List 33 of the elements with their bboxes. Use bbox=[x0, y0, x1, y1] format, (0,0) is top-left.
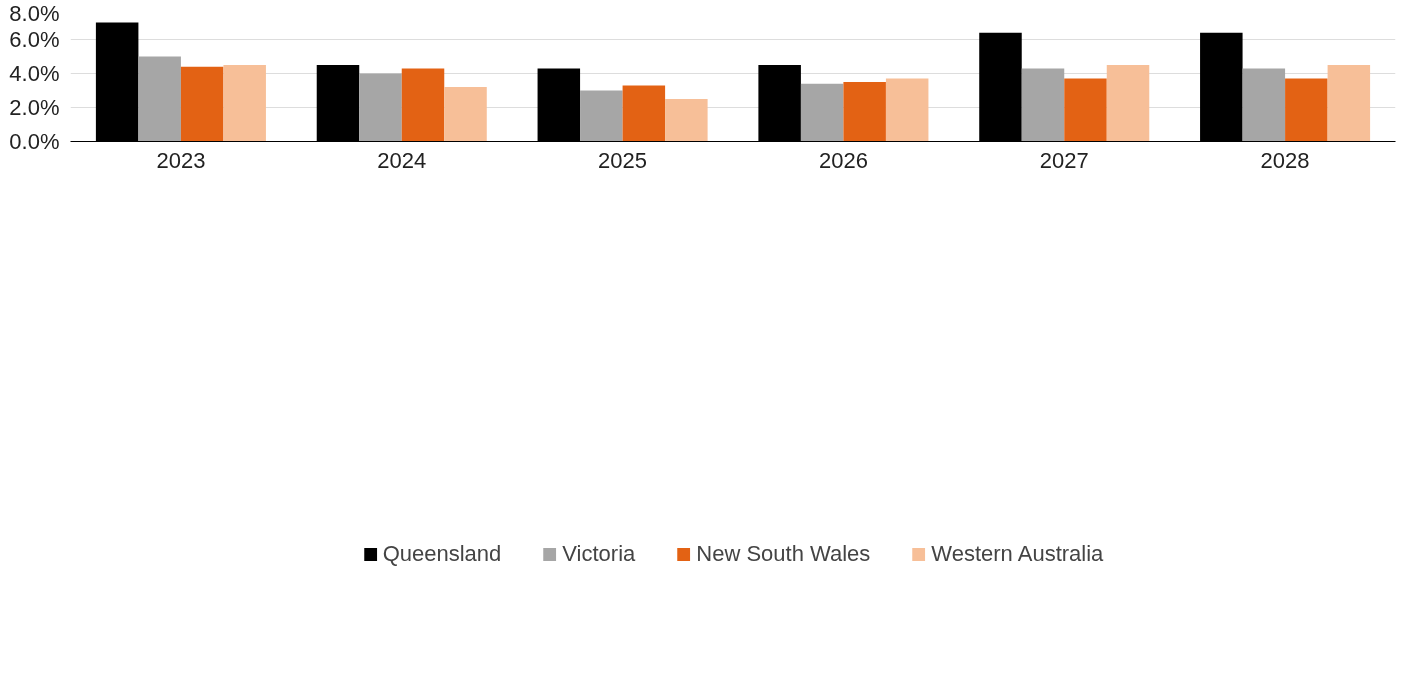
bar bbox=[401, 68, 445, 142]
bar bbox=[622, 85, 666, 142]
legend-label: Queensland bbox=[382, 540, 502, 567]
bar bbox=[359, 73, 402, 142]
bar bbox=[1064, 78, 1107, 142]
bar bbox=[580, 90, 623, 142]
bar bbox=[223, 65, 266, 142]
bar bbox=[1106, 65, 1150, 142]
bar bbox=[885, 78, 929, 142]
y-tick-label: 8.0% bbox=[9, 0, 60, 26]
bar bbox=[1021, 68, 1065, 142]
bar bbox=[1285, 78, 1328, 142]
x-tick-label: 2028 bbox=[1260, 147, 1310, 173]
bar bbox=[665, 99, 708, 142]
legend-label: Western Australia bbox=[931, 540, 1104, 567]
x-tick-label: 2026 bbox=[818, 147, 868, 173]
x-tick-label: 2024 bbox=[377, 147, 427, 173]
bar bbox=[843, 82, 886, 142]
x-tick-label: 2023 bbox=[156, 147, 206, 173]
bar bbox=[444, 87, 487, 142]
bar bbox=[1327, 65, 1371, 142]
y-tick-label: 0.0% bbox=[9, 129, 60, 154]
legend-label: New South Wales bbox=[696, 540, 871, 567]
bar bbox=[1242, 68, 1286, 142]
x-tick-label: 2025 bbox=[598, 147, 648, 173]
y-tick-label: 4.0% bbox=[9, 61, 60, 86]
legend-label: Victoria bbox=[562, 540, 636, 567]
y-tick-label: 2.0% bbox=[9, 95, 60, 120]
bar bbox=[138, 56, 181, 142]
y-tick-label: 6.0% bbox=[9, 27, 60, 52]
bar bbox=[180, 66, 224, 142]
x-tick-label: 2027 bbox=[1039, 147, 1089, 173]
bar bbox=[800, 83, 844, 142]
